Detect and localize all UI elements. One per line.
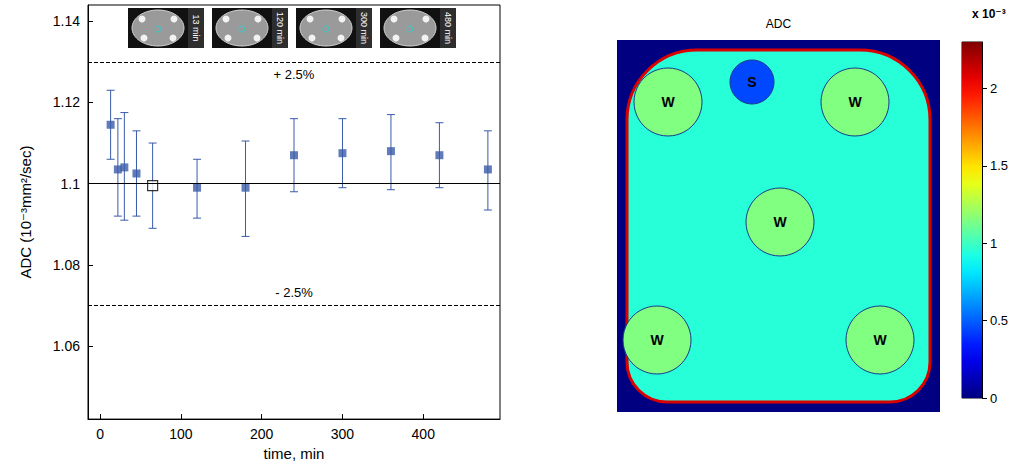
svg-text:300 min: 300 min bbox=[359, 12, 369, 44]
svg-text:1.5: 1.5 bbox=[990, 158, 1008, 173]
svg-text:W: W bbox=[650, 332, 664, 348]
svg-text:2: 2 bbox=[990, 81, 997, 96]
svg-text:time, min: time, min bbox=[264, 445, 325, 462]
svg-text:ADC (10⁻³mm²/sec): ADC (10⁻³mm²/sec) bbox=[17, 146, 34, 279]
svg-text:S: S bbox=[747, 74, 756, 90]
svg-text:120 min: 120 min bbox=[275, 12, 285, 44]
svg-text:0: 0 bbox=[990, 391, 997, 406]
svg-text:13 min: 13 min bbox=[191, 14, 201, 41]
svg-text:1.08: 1.08 bbox=[53, 257, 80, 273]
svg-text:400: 400 bbox=[412, 426, 436, 442]
svg-text:1.06: 1.06 bbox=[53, 338, 80, 354]
svg-text:1.14: 1.14 bbox=[53, 13, 80, 29]
svg-text:480 min: 480 min bbox=[443, 12, 453, 44]
svg-text:W: W bbox=[661, 94, 675, 110]
svg-text:0: 0 bbox=[96, 426, 104, 442]
svg-text:W: W bbox=[773, 214, 787, 230]
svg-text:300: 300 bbox=[331, 426, 355, 442]
svg-text:W: W bbox=[873, 332, 887, 348]
svg-text:0.5: 0.5 bbox=[990, 313, 1008, 328]
svg-text:x 10⁻³: x 10⁻³ bbox=[972, 7, 1006, 21]
svg-text:200: 200 bbox=[250, 426, 274, 442]
svg-text:- 2.5%: - 2.5% bbox=[275, 285, 313, 300]
svg-text:+ 2.5%: + 2.5% bbox=[274, 67, 315, 82]
svg-text:100: 100 bbox=[169, 426, 193, 442]
svg-text:1.12: 1.12 bbox=[53, 94, 80, 110]
svg-text:W: W bbox=[848, 94, 862, 110]
svg-text:1.1: 1.1 bbox=[61, 176, 81, 192]
svg-text:ADC: ADC bbox=[766, 17, 792, 31]
svg-text:1: 1 bbox=[990, 236, 997, 251]
